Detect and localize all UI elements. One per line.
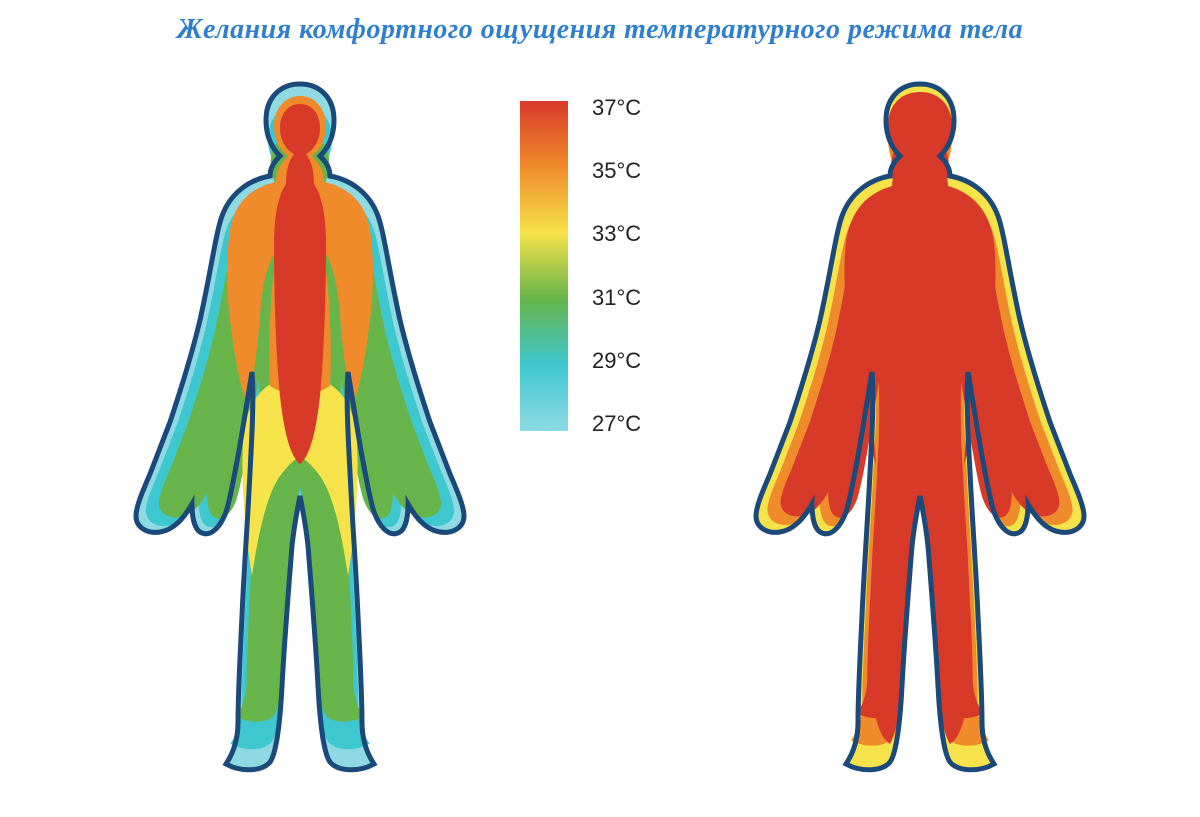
body-svg-cold bbox=[130, 76, 470, 776]
legend-label-35: 35°C bbox=[592, 158, 641, 184]
diagram-stage: 37°C 35°C 33°C 31°C 29°C 27°C bbox=[0, 46, 1200, 806]
body-figure-warm bbox=[750, 76, 1090, 781]
legend-label-33: 33°C bbox=[592, 221, 641, 247]
page-title: Желания комфортного ощущения температурн… bbox=[0, 0, 1200, 46]
legend-label-31: 31°C bbox=[592, 285, 641, 311]
legend-label-37: 37°C bbox=[592, 95, 641, 121]
body-figure-cold bbox=[130, 76, 470, 781]
body-svg-warm bbox=[750, 76, 1090, 776]
legend-label-27: 27°C bbox=[592, 411, 641, 437]
legend-gradient-bar bbox=[520, 101, 568, 431]
temperature-legend: 37°C 35°C 33°C 31°C 29°C 27°C bbox=[520, 101, 720, 436]
legend-bar-svg bbox=[520, 101, 568, 431]
legend-labels: 37°C 35°C 33°C 31°C 29°C 27°C bbox=[592, 95, 641, 437]
legend-label-29: 29°C bbox=[592, 348, 641, 374]
